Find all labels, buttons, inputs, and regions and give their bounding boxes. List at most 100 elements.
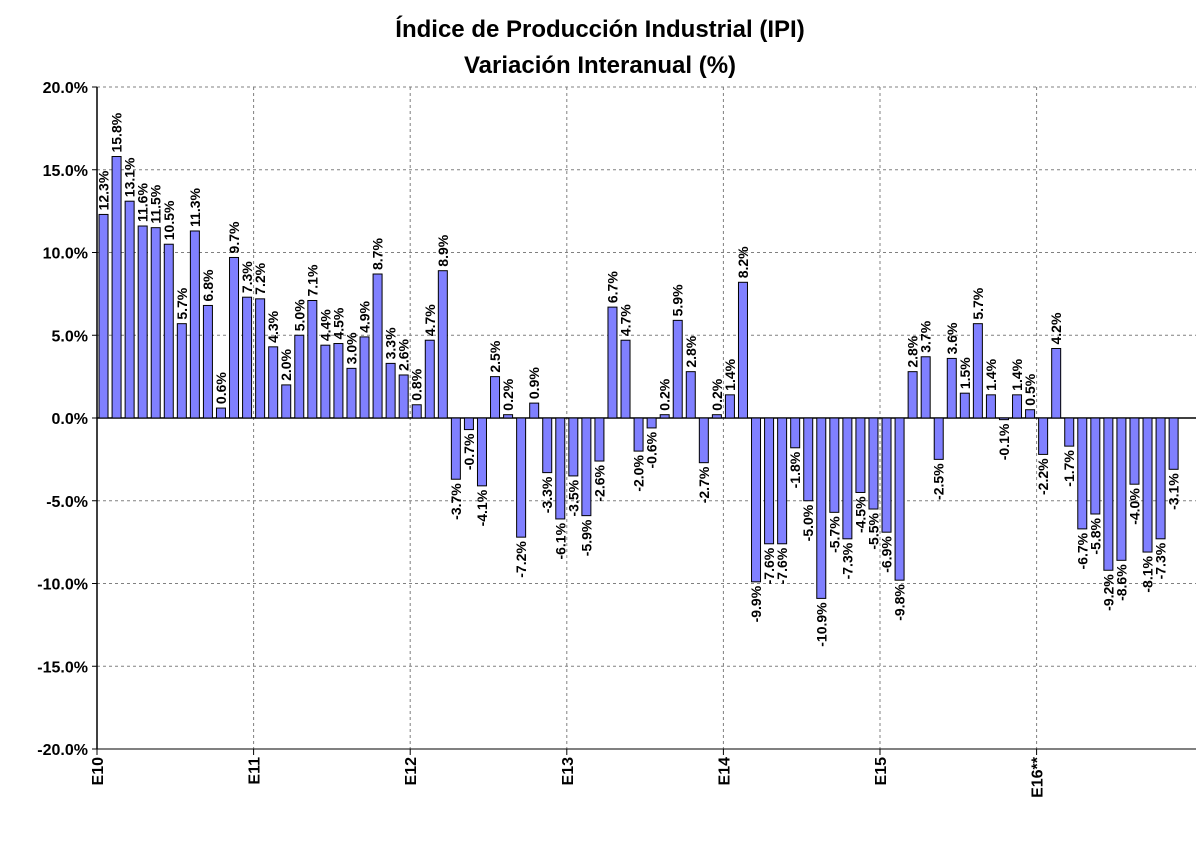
- data-label: -6.9%: [879, 536, 895, 573]
- bar: [1168, 417, 1179, 470]
- data-label: -2.0%: [631, 455, 647, 492]
- data-label: -6.7%: [1074, 532, 1090, 569]
- bar: [476, 417, 487, 487]
- bar: [777, 417, 788, 545]
- data-label: -5.0%: [800, 504, 816, 541]
- bars: [98, 156, 1179, 599]
- bar: [594, 417, 605, 462]
- data-labels: 12.3% 15.8% 13.1%11.6%11.5%10.5% 5.7% 11.3% 6…: [96, 112, 1182, 646]
- data-label: 15.8%: [109, 112, 125, 152]
- bar: [137, 225, 148, 419]
- data-label: -3.1%: [1166, 473, 1182, 510]
- x-tick-label: E14: [716, 757, 733, 786]
- bar: [803, 417, 814, 502]
- bar: [1142, 417, 1153, 553]
- data-label: -2.5%: [931, 463, 947, 500]
- data-label: 0.2%: [709, 378, 725, 410]
- bar: [868, 417, 879, 510]
- data-label: -10.9%: [813, 602, 829, 647]
- bar: [1116, 417, 1127, 561]
- data-label: -4.0%: [1126, 488, 1142, 525]
- bar: [607, 306, 618, 419]
- x-tick-label: E11: [247, 757, 264, 785]
- data-label: 2.8%: [683, 335, 699, 367]
- data-label: 0.2%: [500, 378, 516, 410]
- bar: [503, 414, 514, 419]
- data-label: 3.0%: [343, 332, 359, 364]
- bar: [424, 339, 435, 419]
- bar: [751, 417, 762, 583]
- data-label: -0.7%: [461, 433, 477, 470]
- x-tick-label: E10: [90, 757, 107, 786]
- data-label: 5.9%: [670, 284, 686, 316]
- data-label: 4.2%: [1048, 312, 1064, 344]
- data-label: 2.6%: [396, 339, 412, 371]
- data-label: 9.7%: [226, 221, 242, 253]
- bar: [724, 394, 735, 419]
- bar: [998, 417, 1009, 421]
- bar: [855, 417, 866, 493]
- data-label: 0.2%: [657, 378, 673, 410]
- y-tick-label: 0.0%: [52, 411, 88, 428]
- bar: [711, 414, 722, 419]
- data-label: -3.5%: [565, 479, 581, 516]
- y-tick-label: 15.0%: [43, 163, 88, 180]
- data-label: -3.3%: [539, 476, 555, 513]
- bar: [202, 304, 213, 419]
- data-label: -2.7%: [696, 466, 712, 503]
- chart-subtitle: Variación Interanual (%): [463, 52, 737, 79]
- bar: [1129, 417, 1140, 485]
- bar: [985, 394, 996, 419]
- data-label: -9.9%: [748, 585, 764, 622]
- data-label: 1.4%: [1009, 358, 1025, 390]
- bar: [437, 270, 448, 419]
- data-label: 3.7%: [918, 320, 934, 352]
- y-tick-label: 10.0%: [43, 246, 88, 263]
- data-label: 5.0%: [291, 299, 307, 331]
- data-label: 12.3%: [96, 170, 112, 210]
- data-label: 2.8%: [905, 335, 921, 367]
- bar: [529, 402, 540, 419]
- bar: [568, 417, 579, 477]
- bar: [816, 417, 827, 599]
- bar: [542, 417, 553, 474]
- data-label: -4.1%: [474, 489, 490, 526]
- data-label: 4.4%: [317, 309, 333, 341]
- data-label: 7.3%: [239, 261, 255, 293]
- bar: [294, 334, 305, 419]
- data-label: 6.7%: [604, 271, 620, 303]
- bar: [646, 417, 657, 429]
- bar: [346, 367, 357, 419]
- y-tick-label: 5.0%: [52, 328, 88, 345]
- data-label: -9.8%: [892, 584, 908, 621]
- data-label: -2.6%: [591, 464, 607, 501]
- y-tick-label: 20.0%: [43, 80, 88, 97]
- bar: [907, 371, 918, 419]
- data-label: 7.1%: [304, 264, 320, 296]
- bar: [1025, 409, 1036, 419]
- data-label: 0.6%: [213, 372, 229, 404]
- axes: 20.0% 15.0% 10.0% 5.0% 0.0% -5.0% -10.0% -15.0%…: [37, 80, 1196, 798]
- data-label: 4.9%: [357, 300, 373, 332]
- x-tick-label: E16**: [1030, 756, 1047, 798]
- bar: [620, 339, 631, 419]
- data-label: 8.7%: [370, 238, 386, 270]
- bar: [842, 417, 853, 540]
- data-label: 10.5%: [161, 200, 177, 240]
- bar: [176, 323, 187, 419]
- bar: [163, 243, 174, 419]
- data-label: -7.2%: [513, 541, 529, 578]
- bar: [1077, 417, 1088, 530]
- data-label: -5.5%: [865, 512, 881, 549]
- bar: [372, 273, 383, 419]
- bar: [933, 417, 944, 460]
- data-label: 0.9%: [526, 367, 542, 399]
- bar: [398, 374, 409, 419]
- y-tick-label: -20.0%: [37, 742, 88, 759]
- data-label: 1.4%: [983, 358, 999, 390]
- bar: [764, 417, 775, 545]
- bar: [98, 213, 109, 419]
- bar: [581, 417, 592, 517]
- bar: [790, 417, 801, 449]
- data-label: -7.3%: [1153, 542, 1169, 579]
